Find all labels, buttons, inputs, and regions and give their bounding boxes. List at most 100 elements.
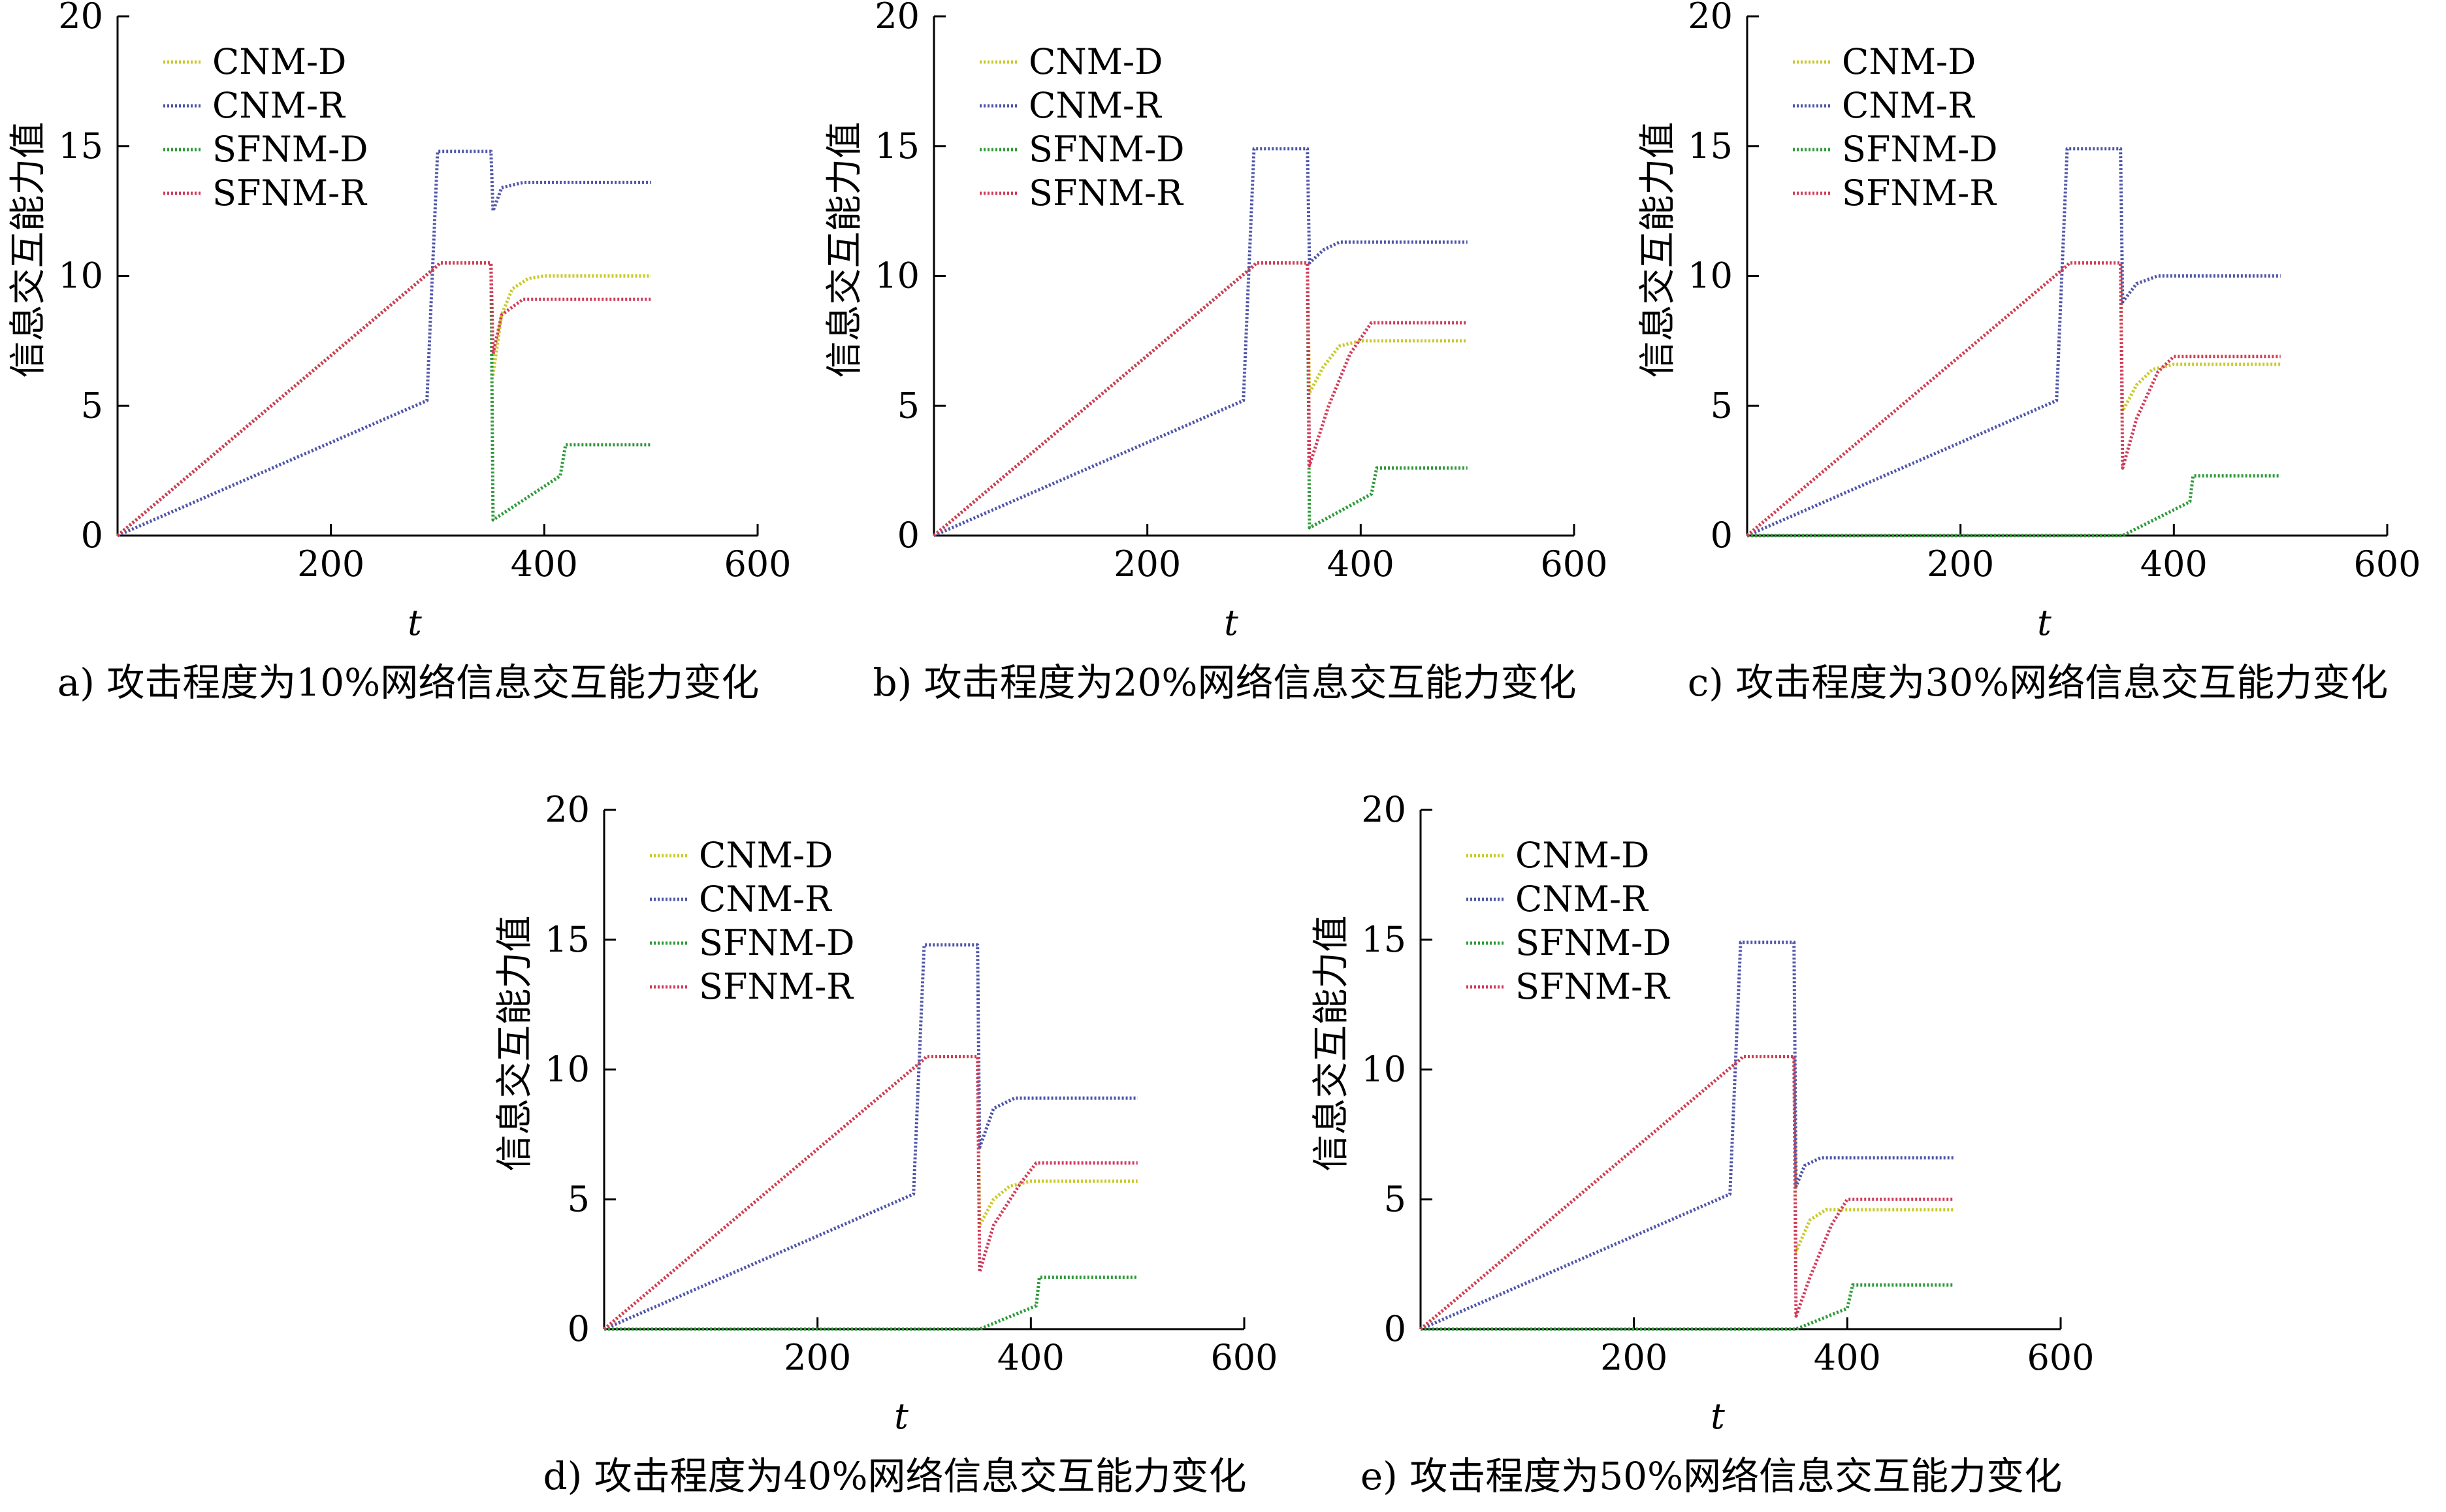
- series-line-sfnm-r: [116, 261, 651, 537]
- legend-label-cnm-r: CNM-R: [212, 85, 346, 126]
- caption-a: a) 攻击程度为10%网络信息交互能力变化: [57, 660, 760, 705]
- y-tick-label: 5: [1384, 1178, 1406, 1219]
- x-tick-label: 600: [724, 543, 791, 585]
- x-axis-label: t: [2037, 602, 2052, 643]
- y-tick-label: 20: [58, 0, 103, 37]
- y-tick-label: 10: [1361, 1049, 1406, 1090]
- x-tick-label: 400: [1327, 543, 1394, 585]
- series-line-cnm-d: [1419, 1055, 1954, 1330]
- y-axis-label: 信息交互能力值: [494, 916, 536, 1172]
- y-tick-label: 20: [545, 789, 590, 830]
- x-tick-label: 400: [1814, 1337, 1881, 1378]
- y-tick-label: 10: [545, 1049, 590, 1090]
- y-tick-label: 15: [875, 125, 920, 167]
- caption-b: b) 攻击程度为20%网络信息交互能力变化: [873, 660, 1577, 705]
- x-tick-label: 600: [1540, 543, 1607, 585]
- legend-label-cnm-r: CNM-R: [1842, 85, 1975, 126]
- y-tick-label: 20: [1361, 789, 1406, 830]
- y-axis-label: 信息交互能力值: [824, 122, 866, 378]
- x-tick-label: 600: [2353, 543, 2421, 585]
- x-tick-label: 600: [2027, 1337, 2094, 1378]
- y-tick-label: 20: [1688, 0, 1733, 37]
- x-tick-label: 600: [1210, 1337, 1278, 1378]
- series-line-sfnm-r: [933, 261, 1468, 537]
- series-line-cnm-r: [1420, 941, 1954, 1331]
- x-tick-label: 400: [2140, 543, 2208, 585]
- legend-label-sfnm-r: SFNM-R: [1515, 966, 1670, 1007]
- x-axis-label: t: [1711, 1396, 1725, 1437]
- y-tick-label: 15: [58, 125, 103, 167]
- legend-label-cnm-r: CNM-R: [1515, 878, 1649, 920]
- caption-c: c) 攻击程度为30%网络信息交互能力变化: [1687, 660, 2389, 705]
- y-axis-label: 信息交互能力值: [1637, 122, 1679, 378]
- subplot-c: 0 5 10 15 20 200 400 600 t 信息交互能力值 CNM-D CNM-R SFNM-…: [1630, 0, 2446, 705]
- chart-b: 0 5 10 15 20 200 400 600 t 信息交互能力值 CNM-DCNM-RSFNM-…: [824, 0, 1608, 643]
- y-tick-label: 5: [1711, 385, 1733, 426]
- y-tick-label: 15: [545, 919, 590, 960]
- y-tick-label: 5: [81, 385, 103, 426]
- series-line-cnm-d: [1746, 261, 2281, 537]
- y-tick-label: 20: [875, 0, 920, 37]
- legend-label-cnm-d: CNM-D: [1029, 41, 1163, 82]
- legend-label-sfnm-d: SFNM-D: [1029, 129, 1185, 170]
- y-tick-label: 10: [58, 255, 103, 297]
- y-tick-label: 0: [897, 515, 920, 556]
- series-line-cnm-r: [933, 147, 1468, 538]
- legend-label-sfnm-d: SFNM-D: [212, 129, 368, 170]
- caption-d: d) 攻击程度为40%网络信息交互能力变化: [543, 1454, 1247, 1498]
- y-tick-label: 0: [81, 515, 103, 556]
- legend-label-cnm-d: CNM-D: [212, 41, 346, 82]
- series-line-sfnm-d: [1421, 1283, 1954, 1331]
- series-line-sfnm-d: [933, 261, 1468, 537]
- caption-e: e) 攻击程度为50%网络信息交互能力变化: [1360, 1454, 2063, 1498]
- x-tick-label: 200: [1927, 543, 1994, 585]
- series-line-sfnm-r: [603, 1055, 1138, 1330]
- x-tick-label: 200: [1114, 543, 1181, 585]
- y-tick-label: 0: [568, 1308, 590, 1349]
- x-tick-label: 400: [997, 1337, 1065, 1378]
- series-line-cnm-r: [603, 943, 1138, 1331]
- y-axis-label: 信息交互能力值: [1310, 916, 1353, 1172]
- series-line-sfnm-d: [604, 1276, 1138, 1331]
- y-tick-label: 10: [875, 255, 920, 297]
- legend-label-sfnm-d: SFNM-D: [1842, 129, 1998, 170]
- legend-label-sfnm-d: SFNM-D: [1515, 922, 1671, 963]
- y-tick-label: 10: [1688, 255, 1733, 297]
- x-axis-label: t: [894, 1396, 909, 1437]
- subplot-a: 0 5 10 15 20 200 400 600 t 信息交互能力值 CNM-D CNM-R SFNM-…: [0, 0, 816, 705]
- legend-label-cnm-d: CNM-D: [1515, 835, 1649, 876]
- series-line-cnm-r: [1746, 147, 2281, 538]
- x-tick-label: 200: [297, 543, 364, 585]
- y-tick-label: 5: [897, 385, 920, 426]
- subplot-d: 0 5 10 15 20 200 400 600 t 信息交互能力值 CNM-D CNM-R SFNM-…: [487, 789, 1303, 1498]
- legend-label-sfnm-r: SFNM-R: [212, 172, 367, 214]
- legend-label-cnm-d: CNM-D: [699, 835, 833, 876]
- subplot-e: 0 5 10 15 20 200 400 600 t 信息交互能力值 CNM-D CNM-R SFNM-…: [1303, 789, 2119, 1498]
- x-tick-label: 200: [784, 1337, 851, 1378]
- y-tick-label: 5: [568, 1178, 590, 1219]
- legend-label-sfnm-r: SFNM-R: [699, 966, 854, 1007]
- y-tick-label: 0: [1384, 1308, 1406, 1349]
- series-line-cnm-d: [603, 1055, 1138, 1330]
- legend-label-sfnm-r: SFNM-R: [1842, 172, 1997, 214]
- legend-label-cnm-r: CNM-R: [1029, 85, 1162, 126]
- series-line-cnm-d: [933, 261, 1468, 537]
- subplot-b: 0 5 10 15 20 200 400 600 t 信息交互能力值 CNM-D CNM-R SFNM-…: [816, 0, 1633, 705]
- x-axis-label: t: [1224, 602, 1238, 643]
- series-line-sfnm-d: [116, 261, 651, 537]
- legend-label-sfnm-d: SFNM-D: [699, 922, 855, 963]
- x-tick-label: 400: [511, 543, 578, 585]
- legend-label-cnm-r: CNM-R: [699, 878, 832, 920]
- series-line-cnm-r: [117, 150, 651, 538]
- y-tick-label: 15: [1361, 919, 1406, 960]
- y-axis-label: 信息交互能力值: [7, 122, 50, 378]
